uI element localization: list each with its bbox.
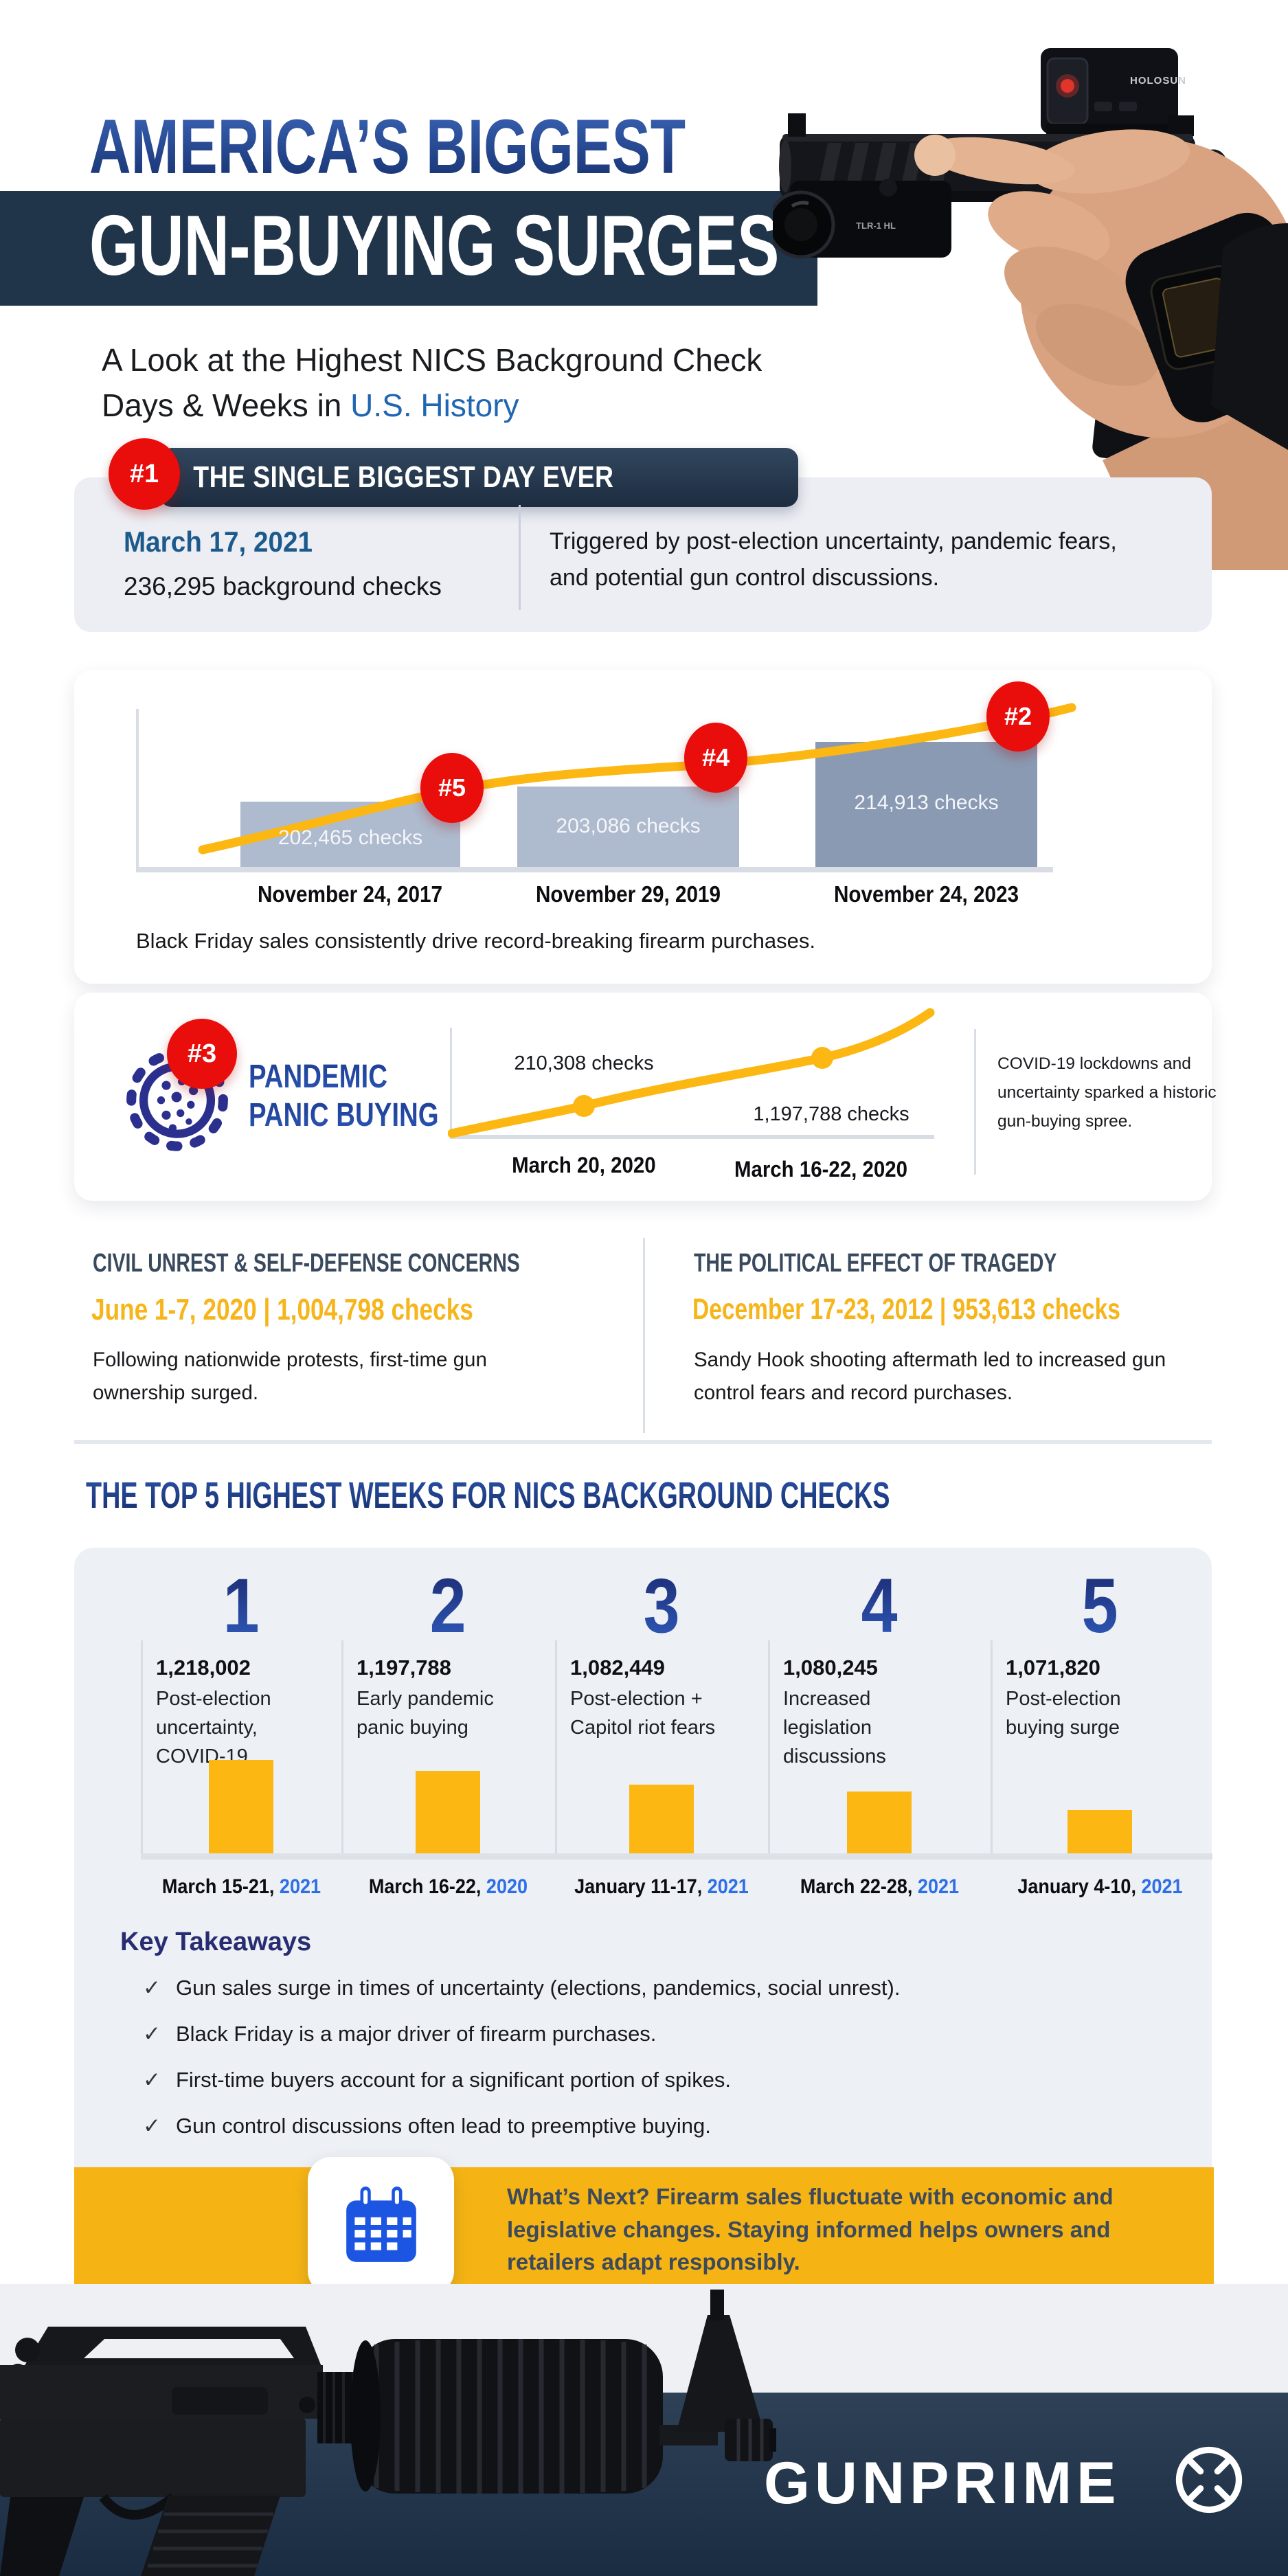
- bf-date-2019: November 29, 2019: [535, 881, 721, 907]
- top5-rank-5: 5: [1081, 1563, 1118, 1649]
- top5-divider-3: [555, 1640, 557, 1855]
- top5-date-4: March 22-28, 2021: [800, 1875, 959, 1898]
- rank-2-badge: #2: [986, 681, 1050, 752]
- whats-next-banner: [74, 2167, 1214, 2284]
- bf-date-2023: November 24, 2023: [833, 881, 1019, 907]
- top5-desc-1: Post-election uncertainty, COVID-19: [156, 1688, 271, 1768]
- optic-brand-label: HOLOSUN: [1130, 75, 1186, 87]
- bf-trend-line: [198, 703, 1076, 855]
- top5-rank-3: 3: [643, 1563, 680, 1649]
- pandemic-y-axis: [450, 1028, 452, 1138]
- events-divider: [643, 1238, 645, 1433]
- footer-logo-icon: [1175, 2446, 1243, 2513]
- calendar-icon: [346, 2187, 416, 2262]
- top5-bar-4: [847, 1792, 912, 1853]
- rank-5-badge: #5: [420, 753, 484, 823]
- pandemic-point2-label: 1,197,788 checks: [753, 1103, 909, 1125]
- top5-date-3: January 11-17, 2021: [574, 1875, 749, 1898]
- pandemic-trend-line: [448, 1008, 935, 1138]
- single-day-header-label: THE SINGLE BIGGEST DAY EVER: [193, 460, 614, 494]
- takeaways-title: Key Takeaways: [120, 1928, 312, 1956]
- subtitle-line2: Days & Weeks in U.S. History: [102, 387, 519, 424]
- check-icon: ✓: [143, 1976, 161, 2000]
- event-civil-unrest-description: Following nationwide protests, first-tim…: [93, 1348, 487, 1404]
- bf-caption: Black Friday sales consistently drive re…: [136, 929, 815, 953]
- top5-desc-5: Post-election buying surge: [1006, 1688, 1121, 1739]
- top5-value-4: 1,080,245: [783, 1656, 878, 1680]
- light-brand-label: TLR-1 HL: [856, 221, 896, 231]
- bf-date-2017: November 24, 2017: [258, 881, 443, 907]
- bf-baseline: [136, 867, 1053, 872]
- check-icon: ✓: [143, 2022, 161, 2046]
- top5-rank-2: 2: [429, 1563, 466, 1649]
- single-day-divider: [519, 505, 521, 610]
- pandemic-point1-label: 210,308 checks: [514, 1052, 654, 1074]
- pandemic-date2: March 16-22, 2020: [734, 1157, 908, 1182]
- takeaway-item-4: ✓ Gun control discussions often lead to p…: [143, 2114, 711, 2138]
- pandemic-baseline: [450, 1135, 934, 1139]
- check-icon: ✓: [143, 2114, 161, 2138]
- top5-value-1: 1,218,002: [156, 1656, 251, 1680]
- top5-date-1: March 15-21, 2021: [161, 1875, 321, 1898]
- top5-date-2: March 16-22, 2020: [368, 1875, 528, 1898]
- top5-desc-3: Post-election + Capitol riot fears: [570, 1688, 716, 1739]
- single-day-date: March 17, 2021: [124, 526, 313, 558]
- top5-desc-4: Increased legislation discussions: [783, 1688, 886, 1768]
- top5-value-3: 1,082,449: [570, 1656, 665, 1680]
- bf-bar-label-2019: 203,086 checks: [556, 815, 701, 837]
- top5-title: THE TOP 5 HIGHEST WEEKS FOR NICS BACKGRO…: [86, 1475, 890, 1516]
- calendar-card: [308, 2157, 454, 2294]
- check-icon: ✓: [143, 2068, 161, 2092]
- takeaway-item-2: ✓ Black Friday is a major driver of firea…: [143, 2022, 657, 2046]
- pandemic-divider: [974, 1029, 976, 1175]
- main-title-line1: AMERICA’S BIGGEST: [89, 104, 686, 190]
- single-day-description: Triggered by post-election uncertainty, …: [550, 528, 1117, 591]
- top5-divider-4: [768, 1640, 770, 1855]
- subtitle-highlight: U.S. History: [350, 387, 519, 423]
- top5-value-5: 1,071,820: [1006, 1656, 1100, 1680]
- top5-divider-1: [141, 1640, 143, 1855]
- pandemic-description: COVID-19 lockdowns and uncertainty spark…: [997, 1054, 1217, 1131]
- bf-bar-label-2017: 202,465 checks: [278, 826, 423, 849]
- top5-bar-1: [209, 1760, 273, 1853]
- pandemic-date1: March 20, 2020: [512, 1153, 656, 1177]
- top5-value-2: 1,197,788: [357, 1656, 451, 1680]
- main-title-line2: GUN-BUYING SURGES: [89, 199, 780, 293]
- subtitle-line1: A Look at the Highest NICS Background Ch…: [102, 342, 762, 378]
- top5-bar-5: [1067, 1810, 1132, 1853]
- top5-desc-2: Early pandemic panic buying: [357, 1688, 494, 1739]
- bf-bar-2019: [517, 787, 739, 867]
- single-day-header-bar: THE SINGLE BIGGEST DAY EVER: [159, 448, 798, 507]
- event-civil-unrest-title: CIVIL UNREST & SELF-DEFENSE CONCERNS: [93, 1249, 520, 1278]
- top5-date-5: January 4-10, 2021: [1017, 1875, 1183, 1898]
- footer-logo: GUNPRIME: [764, 2450, 1121, 2516]
- event-tragedy-description: Sandy Hook shooting aftermath led to inc…: [694, 1348, 1166, 1404]
- rank-3-badge: #3: [167, 1019, 237, 1089]
- top5-rank-4: 4: [861, 1563, 898, 1649]
- rank-1-badge: #1: [109, 438, 180, 510]
- pandemic-title: PANDEMIC PANIC BUYING: [249, 1059, 439, 1133]
- top5-divider-2: [341, 1640, 343, 1855]
- rank-4-badge: #4: [684, 723, 747, 793]
- top5-divider-5: [991, 1640, 993, 1855]
- top5-bar-2: [416, 1771, 480, 1853]
- event-civil-unrest-stat: June 1-7, 2020 | 1,004,798 checks: [91, 1293, 473, 1326]
- section-separator: [74, 1440, 1212, 1444]
- takeaway-item-3: ✓ First-time buyers account for a signifi…: [143, 2068, 732, 2092]
- takeaway-item-1: ✓ Gun sales surge in times of uncertainty…: [143, 1976, 901, 2000]
- rifle-illustration: [0, 2290, 776, 2576]
- event-tragedy-stat: December 17-23, 2012 | 953,613 checks: [692, 1293, 1120, 1326]
- single-day-count: 236,295 background checks: [124, 572, 442, 600]
- bf-bar-label-2023: 214,913 checks: [854, 791, 999, 814]
- top5-bar-3: [629, 1785, 694, 1853]
- whats-next-text: What’s Next? Firearm sales fluctuate wit…: [507, 2184, 1114, 2275]
- rifle-photo: [0, 2284, 776, 2576]
- event-tragedy-title: THE POLITICAL EFFECT OF TRAGEDY: [694, 1249, 1057, 1278]
- subtitle-line2-prefix: Days & Weeks in: [102, 387, 351, 423]
- bf-y-axis: [136, 709, 139, 871]
- top5-rank-1: 1: [223, 1563, 260, 1649]
- bf-bar-2023: [815, 742, 1037, 867]
- top5-baseline: [141, 1853, 1212, 1860]
